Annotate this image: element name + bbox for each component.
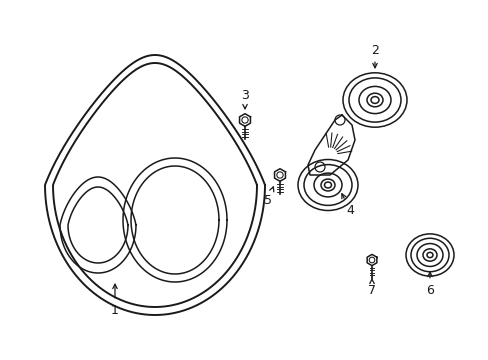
Text: 3: 3 — [241, 89, 248, 109]
Text: 2: 2 — [370, 44, 378, 68]
Text: 4: 4 — [341, 194, 353, 216]
Text: 1: 1 — [111, 284, 119, 316]
Text: 5: 5 — [264, 187, 273, 207]
Text: 7: 7 — [367, 278, 375, 297]
Text: 6: 6 — [425, 272, 433, 297]
